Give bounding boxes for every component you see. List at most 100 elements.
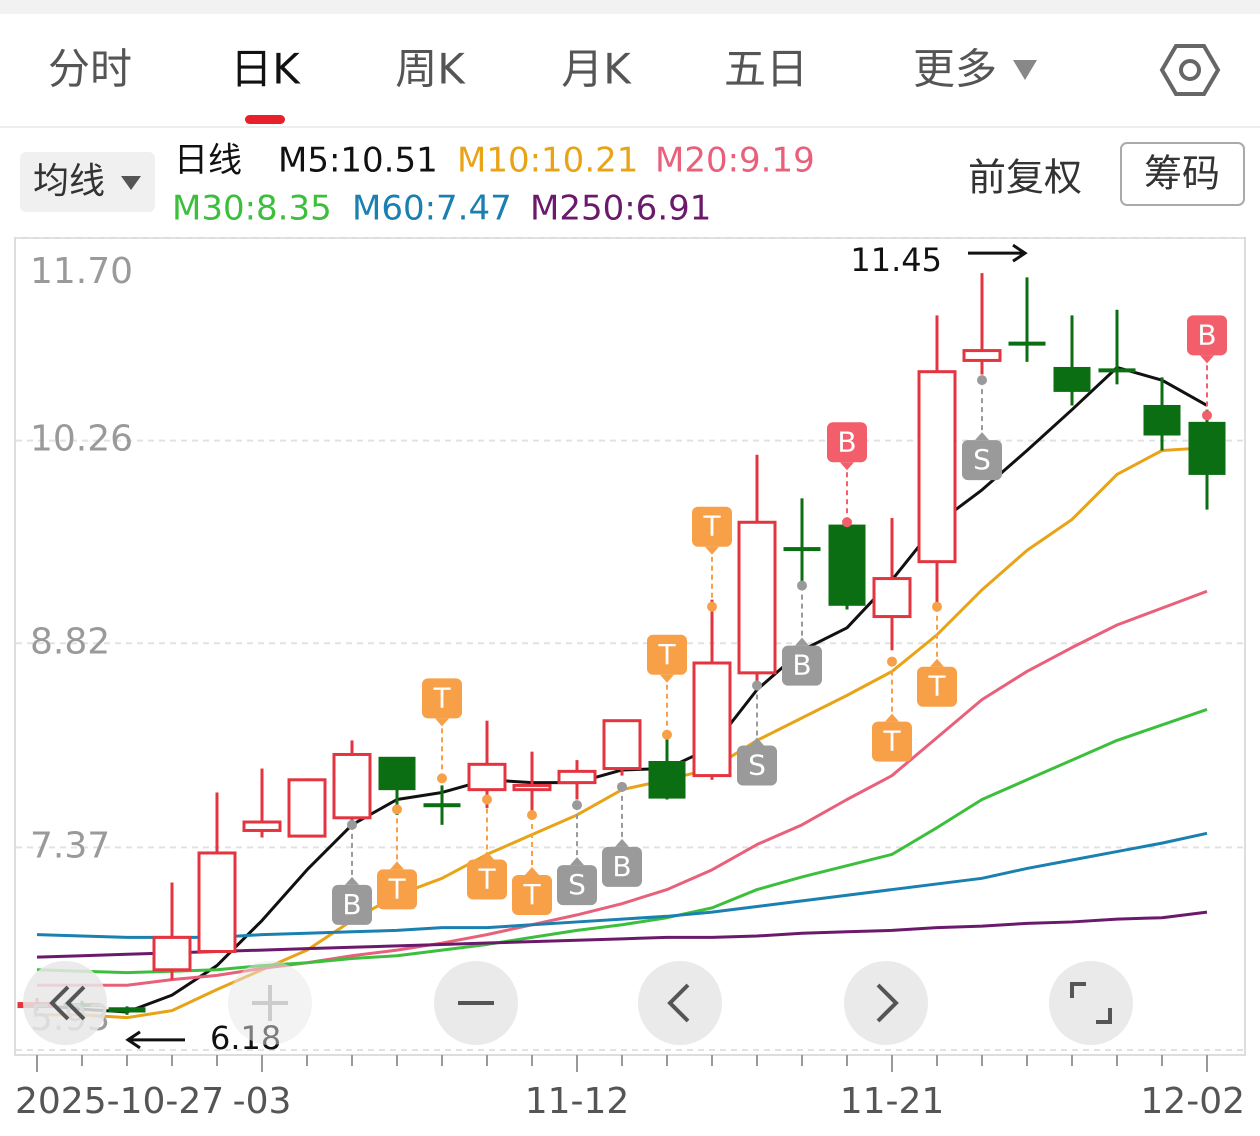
chips-label[interactable]: 筹码 [1144, 152, 1220, 196]
signal-dot [347, 819, 357, 830]
ma-menu-box[interactable] [20, 152, 155, 212]
tab[interactable]: 月K [561, 45, 632, 94]
y-tick-label: 11.70 [30, 251, 133, 292]
signal-box [422, 678, 462, 719]
tab[interactable]: 分时 [48, 45, 132, 94]
signal-dot [572, 800, 582, 811]
signal-label: B [837, 425, 856, 458]
settings-icon[interactable] [1159, 44, 1221, 96]
candle-body [962, 349, 1002, 362]
y-tick-label: 7.37 [30, 825, 110, 866]
signal-dot [842, 517, 852, 528]
signal-pointer [390, 861, 404, 870]
tab-active[interactable]: 日K [230, 45, 301, 94]
signal-dot [887, 656, 897, 667]
signal-pointer [705, 546, 719, 555]
dropdown-arrow[interactable] [1013, 60, 1037, 80]
signal-pointer [615, 838, 629, 847]
signal-box [737, 745, 777, 786]
signal-pointer [840, 462, 854, 471]
signal-pointer [660, 674, 674, 683]
chips-button[interactable] [1120, 142, 1245, 206]
candle-body [332, 752, 372, 820]
candle-body [783, 547, 821, 552]
signal-dot [392, 804, 402, 815]
candle-body [197, 851, 237, 953]
signal-label: T [927, 670, 946, 703]
period-label: 日线 [174, 141, 242, 181]
signal-label: S [973, 443, 991, 476]
signal-box [827, 422, 867, 463]
low-arrow [125, 1030, 185, 1050]
signal-label: T [432, 681, 451, 714]
signal-box [512, 874, 552, 915]
legend-entry: M250:6.91 [530, 189, 711, 229]
candle-body [1053, 366, 1091, 392]
candle-body [512, 783, 552, 792]
tab[interactable]: 五日 [724, 45, 808, 94]
signal-dot [527, 809, 537, 820]
signal-label: T [477, 863, 496, 896]
signal-label: T [522, 878, 541, 911]
x-tick-label: 11-12 [525, 1081, 630, 1122]
ma-line [36, 708, 1208, 975]
signal-dot [977, 375, 987, 386]
signal-pointer [930, 658, 944, 667]
signal-pointer [345, 876, 359, 885]
candle-body [378, 756, 416, 791]
signal-pointer [975, 432, 989, 441]
zoom-out-button[interactable] [434, 961, 518, 1045]
signal-dot [437, 773, 447, 784]
legend-entry: M5:10.51 [278, 141, 438, 181]
signal-dot [1202, 410, 1212, 421]
signal-label: S [748, 749, 766, 782]
signal-pointer [480, 851, 494, 860]
signal-dot [662, 729, 672, 740]
next-button[interactable] [844, 961, 928, 1045]
signal-box [782, 645, 822, 686]
candle-body [737, 520, 777, 675]
signal-label: T [657, 638, 676, 671]
signal-dot [617, 781, 627, 792]
signal-pointer [885, 713, 899, 722]
signal-box [917, 666, 957, 707]
candle-body [108, 1007, 146, 1013]
dropdown-arrow[interactable] [121, 176, 141, 190]
legend-entry: M30:8.35 [172, 189, 332, 229]
signal-dot [932, 601, 942, 612]
fullscreen-button[interactable] [1049, 961, 1133, 1045]
signal-box [557, 865, 597, 906]
candle-body [287, 778, 327, 838]
tab[interactable]: 周K [395, 45, 466, 94]
signal-label: B [342, 888, 361, 921]
candle-body [1143, 404, 1181, 436]
candle-body [1098, 368, 1136, 373]
adjust-label[interactable]: 前复权 [968, 156, 1082, 200]
x-tick-label: 12-02 [1140, 1081, 1245, 1122]
signal-pointer [795, 637, 809, 646]
signal-dot [797, 580, 807, 591]
candle-body [648, 761, 686, 799]
scroll-left-button[interactable] [23, 961, 107, 1045]
candle-body [692, 661, 732, 778]
signal-label: T [702, 510, 721, 543]
candle-body [152, 935, 192, 972]
signal-label: T [882, 725, 901, 758]
tab[interactable]: 更多 [913, 45, 997, 94]
tab-underline [245, 115, 285, 124]
candle-body [242, 820, 282, 832]
signal-box [872, 721, 912, 762]
x-tick-label: -03 [233, 1081, 292, 1122]
legend-entry: M10:10.21 [457, 141, 638, 181]
candle-body [828, 524, 866, 606]
prev-button[interactable] [638, 961, 722, 1045]
candle-body [423, 803, 461, 808]
signal-box [467, 859, 507, 900]
ma-menu[interactable]: 均线 [33, 161, 105, 202]
zoom-in-button[interactable] [228, 961, 312, 1045]
x-tick-label: 11-21 [840, 1081, 945, 1122]
candle-body [557, 769, 597, 785]
y-tick-label: 8.82 [30, 621, 110, 662]
